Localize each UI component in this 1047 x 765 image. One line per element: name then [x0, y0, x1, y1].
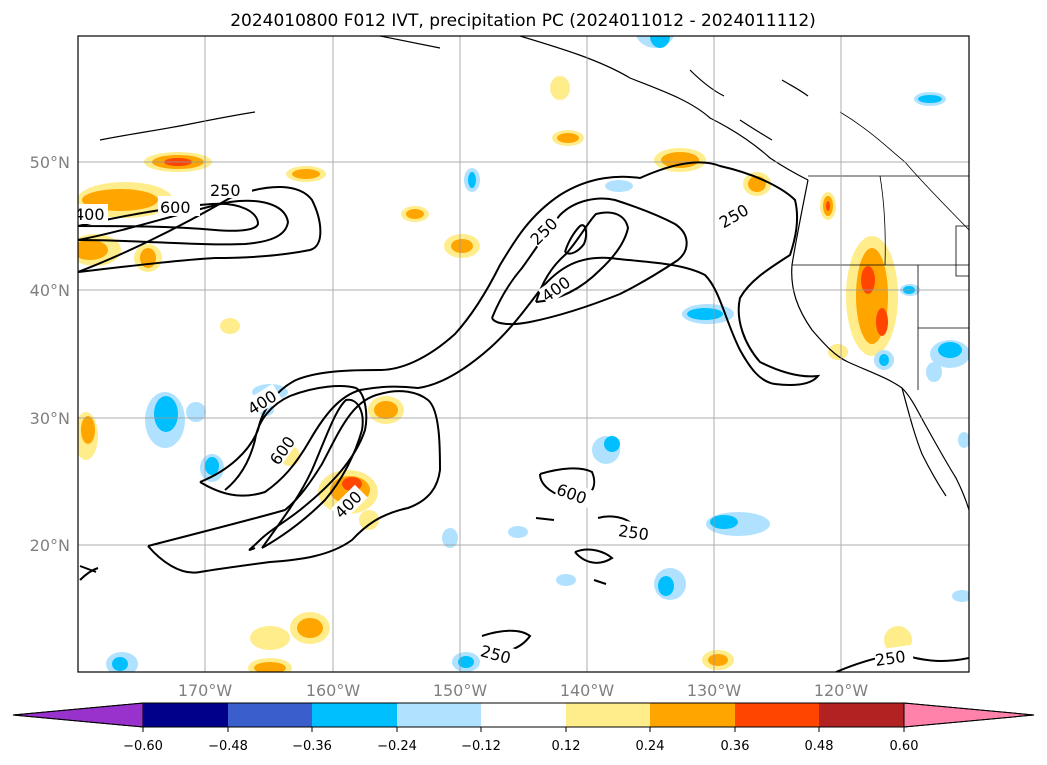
- map-frame: [77, 35, 970, 673]
- colorbar-tick-label: −0.48: [208, 739, 248, 754]
- colorbar-tick-label: 0.60: [890, 739, 919, 754]
- lon-label: 150°W: [433, 681, 488, 700]
- lat-label: 30°N: [30, 409, 70, 428]
- contour-label: 250: [874, 647, 907, 670]
- contour-label: 250: [210, 181, 241, 200]
- colorbar-tick-label: 0.12: [552, 739, 581, 754]
- colorbar-segment: [228, 703, 312, 727]
- colorbar-segment: [312, 703, 397, 727]
- colorbar-segment: [481, 703, 566, 727]
- colorbar-tick-label: −0.24: [377, 739, 417, 754]
- colorbar-tick-label: 0.24: [636, 739, 665, 754]
- colorbar-segment: [819, 703, 904, 727]
- map-title: 2024010800 F012 IVT, precipitation PC (2…: [230, 11, 816, 31]
- gridlines: [78, 36, 969, 672]
- lat-labels: 50°N 40°N 30°N 20°N: [30, 153, 70, 555]
- lon-label: 160°W: [306, 681, 361, 700]
- colorbar-tick-label: 0.48: [805, 739, 834, 754]
- colorbar-segment: [566, 703, 650, 727]
- colorbar-tick-label: −0.12: [461, 739, 501, 754]
- colorbar: −0.60 −0.48 −0.36 −0.24 −0.12 0.12 0.24 …: [12, 702, 1035, 754]
- contour-label: 400: [74, 205, 105, 224]
- colorbar-segment: [397, 703, 481, 727]
- colorbar-segment: [650, 703, 735, 727]
- colorbar-tick-label: 0.36: [721, 739, 750, 754]
- coastline: [79, 36, 969, 581]
- colorbar-tick-label: −0.36: [292, 739, 332, 754]
- colorbar-segment: [735, 703, 819, 727]
- lon-label: 120°W: [814, 681, 869, 700]
- map-panel: 250 400 600 400 600 400 250 400 250 600 …: [74, 36, 969, 672]
- contour-label: 250: [617, 521, 650, 544]
- colorbar-tick-label: −0.60: [123, 739, 163, 754]
- state-borders: [792, 111, 969, 390]
- lat-label: 40°N: [30, 281, 70, 300]
- contour-label: 250: [288, 445, 319, 464]
- contour-label: 600: [160, 198, 191, 217]
- colorbar-extend-high: [903, 702, 1035, 728]
- precip-shading: [78, 36, 969, 672]
- lat-label: 20°N: [30, 536, 70, 555]
- lon-labels: 170°W 160°W 150°W 140°W 130°W 120°W: [178, 681, 869, 700]
- lon-label: 130°W: [687, 681, 742, 700]
- colorbar-extend-low: [12, 702, 144, 728]
- colorbar-segment: [143, 703, 228, 727]
- lat-label: 50°N: [30, 153, 70, 172]
- lon-label: 170°W: [178, 681, 233, 700]
- lon-label: 140°W: [560, 681, 615, 700]
